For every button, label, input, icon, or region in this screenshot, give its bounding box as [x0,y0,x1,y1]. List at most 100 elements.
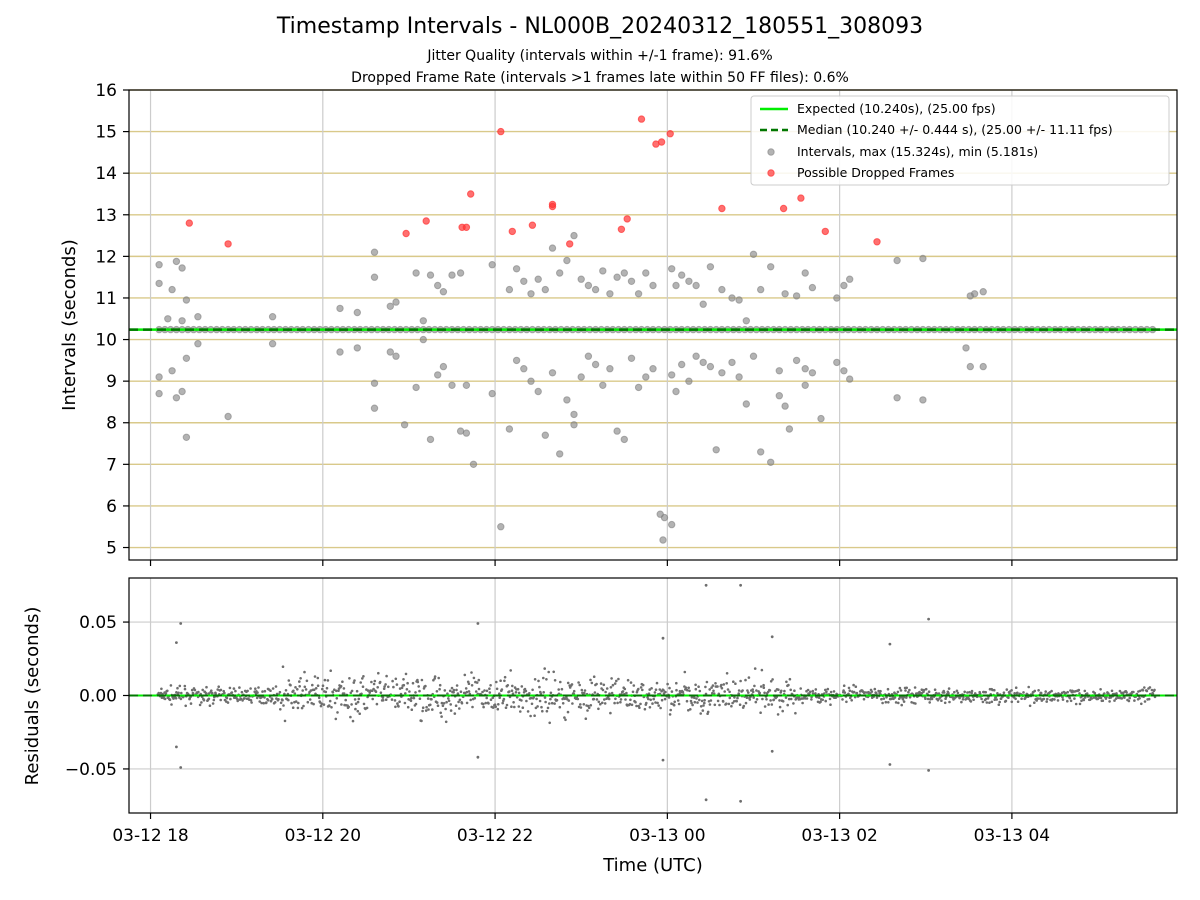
residual-point [249,699,253,702]
residual-point [168,698,172,702]
interval-point [735,296,743,304]
residual-point [378,680,382,684]
residual-point [826,687,830,691]
residual-point [774,689,777,693]
residual-point [577,681,580,684]
residual-point [566,710,570,714]
residual-point [298,685,302,688]
residual-point [560,687,564,691]
residual-point [998,700,1001,704]
residual-point [472,676,476,680]
residual-point [960,700,963,704]
residual-point [271,687,275,690]
residual-point [330,706,333,709]
residual-point [381,696,385,699]
residual-point [1099,688,1102,691]
residual-point [465,701,469,705]
residual-point [593,691,597,694]
residual-point [537,679,540,683]
residual-point [542,691,545,694]
residual-point [341,680,344,683]
residual-point [1039,691,1043,695]
residual-point [717,692,721,696]
residual-point [495,680,498,684]
residual-point [920,688,924,691]
residual-point [177,691,180,695]
residual-point [436,704,440,707]
interval-point [570,410,578,419]
residual-point [1066,690,1069,694]
residual-point [392,685,395,689]
residual-point [1083,689,1087,693]
interval-point [919,254,927,263]
residual-point [284,689,288,692]
interval-point [512,265,521,273]
residual-point [347,705,351,709]
residual-point [647,697,650,701]
residual-point [1143,700,1147,703]
residual-point [615,679,618,683]
residual-point [693,700,697,704]
residual-point [476,755,480,759]
residual-point [548,721,551,725]
residual-point [279,708,282,711]
residual-point [493,703,497,706]
residual-point [379,691,383,694]
residual-point [495,687,499,691]
residual-point [441,704,445,707]
residual-point [384,698,388,701]
residual-point [910,701,913,704]
residual-point [666,682,669,686]
residual-point [229,697,232,701]
residual-point [733,696,736,699]
interval-point [979,288,987,296]
residual-point [339,684,343,688]
residual-point [793,689,796,692]
residual-point [453,712,457,715]
residual-point [631,690,635,694]
residual-point [999,697,1003,700]
dropped-frame-point [402,229,410,238]
residual-point [896,690,900,694]
interval-point [749,250,758,259]
residual-point [427,708,430,711]
residual-point [1151,692,1155,696]
residual-point [429,703,432,707]
y-tick-label: 6 [106,497,117,517]
residual-point [397,705,400,708]
residual-point [357,697,361,701]
residual-point [514,691,518,694]
residual-point [619,700,622,704]
residual-point [847,686,851,690]
residual-point [412,696,416,700]
residual-point [1014,686,1018,689]
residual-point [567,699,571,702]
residual-point [351,719,355,723]
residual-point [391,679,394,683]
residual-point [485,689,489,693]
residual-point [955,689,959,693]
residual-point [595,682,598,686]
interval-point [556,269,564,277]
residual-point [948,700,951,704]
residual-point [431,708,434,711]
residual-point [250,701,253,704]
residual-point [770,635,774,639]
residual-point [553,679,557,682]
residual-point [728,690,731,694]
residual-point [730,704,733,708]
residual-point [424,684,427,688]
residual-point [961,698,965,701]
residual-point [329,669,333,672]
residual-point [1045,700,1048,703]
interval-point [699,300,707,308]
interval-point [155,373,163,381]
residual-point [435,701,439,704]
residual-point [344,698,348,702]
interval-point [735,373,743,381]
residual-point [524,689,528,693]
residual-point [402,683,406,687]
residual-point [609,711,612,715]
residual-point [926,697,930,701]
y-tick-label: 0.00 [79,687,117,707]
